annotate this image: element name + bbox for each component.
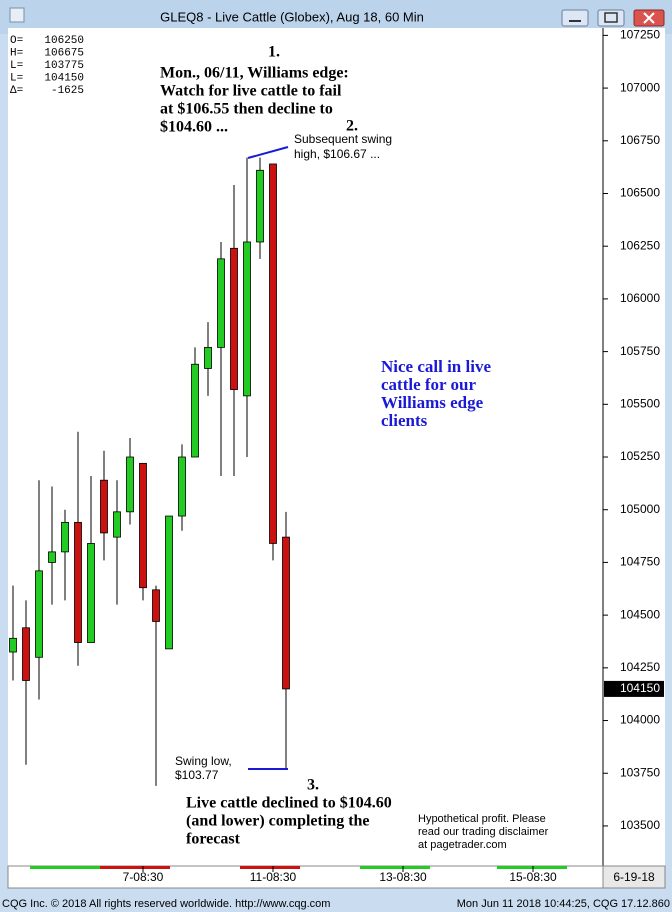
annotation: Swing low, (175, 754, 232, 768)
y-tick-label: 106000 (620, 291, 660, 305)
annotation: 1. (268, 44, 280, 61)
status-right: Mon Jun 11 2018 10:44:25, CQG 17.12.860 (457, 898, 670, 910)
annotation: high, $106.67 ... (294, 147, 380, 161)
candle-body (191, 363, 199, 458)
candle-body (243, 241, 251, 397)
info-value: 106675 (44, 47, 84, 59)
candle-body (165, 515, 173, 650)
y-tick-label: 104500 (620, 607, 660, 621)
candle-body (22, 627, 30, 681)
candle-body (204, 346, 212, 369)
info-value: 106250 (44, 35, 84, 47)
annotation: read our trading disclaimer (418, 826, 549, 838)
info-value: 103775 (44, 60, 84, 72)
y-tick-label: 105250 (620, 449, 660, 463)
date-box (602, 865, 666, 889)
x-tick-label: 13-08:30 (379, 870, 427, 884)
annotation: Subsequent swing (294, 132, 392, 146)
y-tick-label: 103500 (620, 818, 660, 832)
annotation: Williams edge (381, 393, 484, 412)
candle-body (74, 521, 82, 643)
price-axis (603, 28, 665, 866)
candle-body (139, 462, 147, 589)
info-label: L= (10, 72, 23, 84)
y-tick-label: 107250 (620, 28, 660, 42)
y-tick-label: 104250 (620, 660, 660, 674)
y-tick-label: 103750 (620, 765, 660, 779)
candle-body (48, 551, 56, 563)
session-strip (30, 866, 100, 869)
annotation: $103.77 (175, 768, 219, 782)
session-strip (497, 866, 567, 869)
session-strip (240, 866, 300, 869)
annotation: Watch for live cattle to fail (160, 83, 342, 100)
annotation: 2. (346, 118, 358, 135)
app-icon (9, 7, 25, 23)
annotation: forecast (186, 831, 241, 848)
annotation: cattle for our (381, 375, 476, 394)
info-label: O= (10, 35, 23, 47)
candle-body (178, 456, 186, 517)
y-tick-label: 105500 (620, 396, 660, 410)
date-box-text: 6-19-18 (613, 870, 655, 884)
candle-body (230, 247, 238, 390)
annotation: Hypothetical profit. Please (418, 813, 546, 825)
time-axis (7, 865, 666, 889)
y-tick-label: 105750 (620, 344, 660, 358)
plot-area (8, 28, 603, 866)
candle-body (217, 258, 225, 348)
candle-body (87, 543, 95, 643)
annotation: (and lower) completing the (186, 813, 370, 830)
candle-body (113, 511, 121, 538)
candle-body (126, 456, 134, 513)
x-tick-label: 7-08:30 (123, 870, 164, 884)
last-price-box (604, 680, 664, 697)
annotation: at $106.55 then decline to (160, 101, 333, 118)
annotation: Live cattle declined to $104.60 (186, 795, 392, 812)
y-tick-label: 104750 (620, 555, 660, 569)
candle-body (256, 169, 264, 243)
x-tick-label: 15-08:30 (509, 870, 557, 884)
info-label: Δ= (10, 85, 23, 97)
candle-body (9, 637, 17, 653)
info-label: L= (10, 60, 23, 72)
session-strip (100, 866, 170, 869)
annotation: Mon., 06/11, Williams edge: (160, 65, 349, 82)
annotation: clients (381, 411, 428, 430)
session-strip (360, 866, 430, 869)
annotation: Nice call in live (381, 357, 491, 376)
y-tick-label: 104000 (620, 713, 660, 727)
minimize-button[interactable] (561, 9, 589, 27)
info-value: 104150 (44, 72, 84, 84)
y-tick-label: 106500 (620, 186, 660, 200)
candle-body (61, 521, 69, 553)
candle-body (152, 589, 160, 622)
annotation: 3. (307, 777, 319, 794)
y-tick-label: 106750 (620, 133, 660, 147)
y-tick-label: 105000 (620, 502, 660, 516)
candle-body (282, 536, 290, 690)
annotation: at pagetrader.com (418, 839, 507, 851)
candle-body (35, 570, 43, 658)
status-left: CQG Inc. © 2018 All rights reserved worl… (2, 898, 330, 910)
y-tick-label: 106250 (620, 238, 660, 252)
candle-body (100, 479, 108, 534)
last-price-label: 104150 (620, 681, 660, 695)
window-title: GLEQ8 - Live Cattle (Globex), Aug 18, 60… (160, 9, 424, 24)
info-value: -1625 (51, 85, 84, 97)
annotation: $104.60 ... (160, 119, 228, 136)
swing-high-line (247, 146, 289, 159)
y-tick-label: 107000 (620, 80, 660, 94)
candle-body (269, 163, 277, 544)
info-label: H= (10, 47, 23, 59)
x-tick-label: 11-08:30 (250, 870, 297, 884)
window-buttons[interactable] (561, 9, 665, 27)
